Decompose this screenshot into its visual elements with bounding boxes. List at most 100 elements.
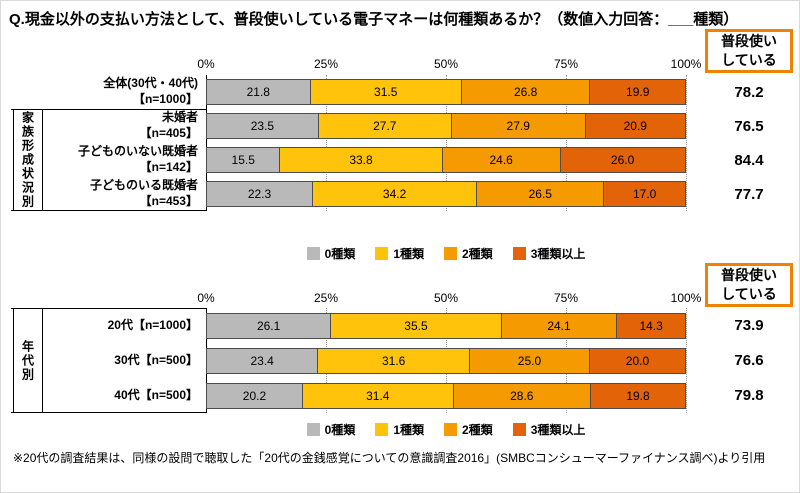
bar-segment: 21.8 <box>206 79 311 105</box>
bar-segment: 26.8 <box>461 79 591 105</box>
bar-segment: 15.5 <box>206 147 281 173</box>
legend-swatch <box>512 422 526 436</box>
gridline <box>566 75 567 211</box>
stacked-bar: 20.2 31.4 28.6 19.8 <box>206 382 686 409</box>
stacked-bar: 23.5 27.7 27.9 20.9 <box>206 113 686 139</box>
usage-rate-value: 76.5 <box>734 117 764 135</box>
bar-value-label: 21.8 <box>246 85 270 99</box>
bar-value-label: 20.9 <box>623 119 647 133</box>
bar-value-label: 24.6 <box>489 153 513 167</box>
bar-segment: 27.9 <box>451 113 586 139</box>
bar-value-label: 26.0 <box>610 153 635 167</box>
bar-segment: 26.5 <box>477 181 605 207</box>
legend: 0種類 1種類 2種類 3種類以上 <box>206 421 686 437</box>
chart-row: 20代【n=1000】 26.1 35.5 24.1 14.3 73.9 <box>1 308 799 343</box>
bar-value-label: 26.8 <box>513 85 538 99</box>
legend-label: 1種類 <box>393 422 424 437</box>
stacked-bar: 26.1 35.5 24.1 14.3 <box>206 312 686 339</box>
x-axis-tick-label: 0% <box>197 291 215 305</box>
legend-item: 1種類 <box>375 421 424 438</box>
bar-segment: 19.9 <box>590 79 686 105</box>
chart-family-status: 普段使い している 0% 25% 50% 75% 100% 全体(30代・40代) 【n=… <box>1 29 799 261</box>
bar-segment: 23.4 <box>206 347 319 374</box>
stacked-bar: 15.5 33.8 24.6 26.0 <box>206 147 686 173</box>
gridline <box>686 75 687 211</box>
bar-value-label: 20.0 <box>625 353 650 368</box>
legend-item: 2種類 <box>444 421 493 438</box>
x-axis-ticks: 0% 25% 50% 75% 100% <box>197 57 701 72</box>
legend-label: 2種類 <box>462 246 493 261</box>
legend-label: 0種類 <box>324 422 356 437</box>
bar-segment: 27.7 <box>318 113 452 139</box>
bar-segment: 31.6 <box>318 347 470 374</box>
bar-segment: 22.3 <box>206 181 314 207</box>
bar-value-label: 23.4 <box>250 353 274 368</box>
survey-question-title: Q.現金以外の支払い方法として、普段使いしている電子マネーは何種類あるか？（数値… <box>9 11 739 28</box>
bar-value-label: 20.2 <box>242 388 267 403</box>
category-label: 子どものいない既婚者 【n=142】 <box>77 144 198 174</box>
bar-rows: 全体(30代・40代) 【n=1000】 21.8 31.5 26.8 19.9 78.2 未… <box>1 75 799 211</box>
category-label: 20代【n=1000】 <box>107 317 198 332</box>
bar-value-label: 31.5 <box>374 85 398 99</box>
bar-value-label: 19.8 <box>626 388 650 403</box>
bar-value-label: 24.1 <box>547 318 571 333</box>
usage-rate-value: 79.8 <box>734 387 764 404</box>
bar-segment: 35.5 <box>331 312 502 339</box>
plot-grid <box>206 75 687 211</box>
legend-swatch <box>306 246 320 260</box>
category-label: 30代【n=500】 <box>114 352 198 367</box>
x-axis-tick-label: 0% <box>197 57 215 71</box>
usage-rate-value: 84.4 <box>734 151 764 169</box>
bar-segment: 14.3 <box>617 312 686 339</box>
x-axis-tick-label: 25% <box>313 57 339 71</box>
legend-swatch <box>375 422 389 436</box>
gridline <box>326 75 327 211</box>
bar-value-label: 15.5 <box>231 153 255 167</box>
legend-item: 2種類 <box>444 245 493 262</box>
category-label: 未婚者 【n=405】 <box>139 110 198 140</box>
usage-header-box: 普段使い している <box>705 29 793 73</box>
x-axis-tick-label: 75% <box>553 291 579 305</box>
bar-value-label: 33.8 <box>349 153 373 167</box>
x-axis-tick-label: 50% <box>433 57 459 71</box>
bar-value-label: 28.6 <box>510 388 534 403</box>
bar-value-label: 31.6 <box>381 353 406 368</box>
legend-item: 3種類以上 <box>512 245 586 262</box>
stacked-bar: 22.3 34.2 26.5 17.0 <box>206 181 686 207</box>
category-label: 子どものいる既婚者 【n=453】 <box>89 178 198 208</box>
usage-rate-value: 78.2 <box>734 83 764 101</box>
bar-value-label: 34.2 <box>382 187 407 201</box>
bar-segment: 34.2 <box>313 181 478 207</box>
group-label-box: 年代別 <box>13 308 43 413</box>
usage-rate-value: 76.6 <box>734 352 764 369</box>
x-axis-tick-label: 25% <box>313 291 339 305</box>
bar-value-label: 14.3 <box>639 318 663 333</box>
legend-swatch <box>512 246 526 260</box>
chart-row: 30代【n=500】 23.4 31.6 25.0 20.0 76.6 <box>1 343 799 378</box>
bar-value-label: 35.5 <box>404 318 428 333</box>
legend: 0種類 1種類 2種類 3種類以上 <box>206 245 686 261</box>
bar-segment: 33.8 <box>280 147 443 173</box>
chart-age-group: 普段使い している 0% 25% 50% 75% 100% 20代【n=1000】 26.… <box>1 263 799 463</box>
bar-segment: 19.8 <box>590 382 686 409</box>
footnote: ※20代の調査結果は、同様の設問で聴取した「20代の金銭感覚についての意識調査2… <box>13 451 766 465</box>
bar-value-label: 27.9 <box>506 119 530 133</box>
gridline <box>446 75 447 211</box>
bar-segment: 31.5 <box>310 79 462 105</box>
legend-item: 0種類 <box>306 245 355 262</box>
bar-segment: 20.9 <box>585 113 686 139</box>
group-label: 家族形成状況別 <box>20 111 35 209</box>
bar-value-label: 22.3 <box>247 187 272 201</box>
category-label: 40代【n=500】 <box>114 387 198 402</box>
x-axis-tick-label: 100% <box>670 57 702 71</box>
bar-value-label: 31.4 <box>366 388 390 403</box>
legend-label: 3種類以上 <box>530 246 586 261</box>
bar-segment: 25.0 <box>469 347 590 374</box>
bar-value-label: 27.7 <box>373 119 397 133</box>
bar-value-label: 19.9 <box>626 85 650 99</box>
x-axis-tick-label: 100% <box>670 291 702 305</box>
usage-header-label: 普段使い している <box>721 33 777 68</box>
bar-rows: 20代【n=1000】 26.1 35.5 24.1 14.3 73.9 30代【n=500… <box>1 308 799 413</box>
bar-value-label: 25.0 <box>517 353 542 368</box>
legend-item: 3種類以上 <box>512 421 585 438</box>
